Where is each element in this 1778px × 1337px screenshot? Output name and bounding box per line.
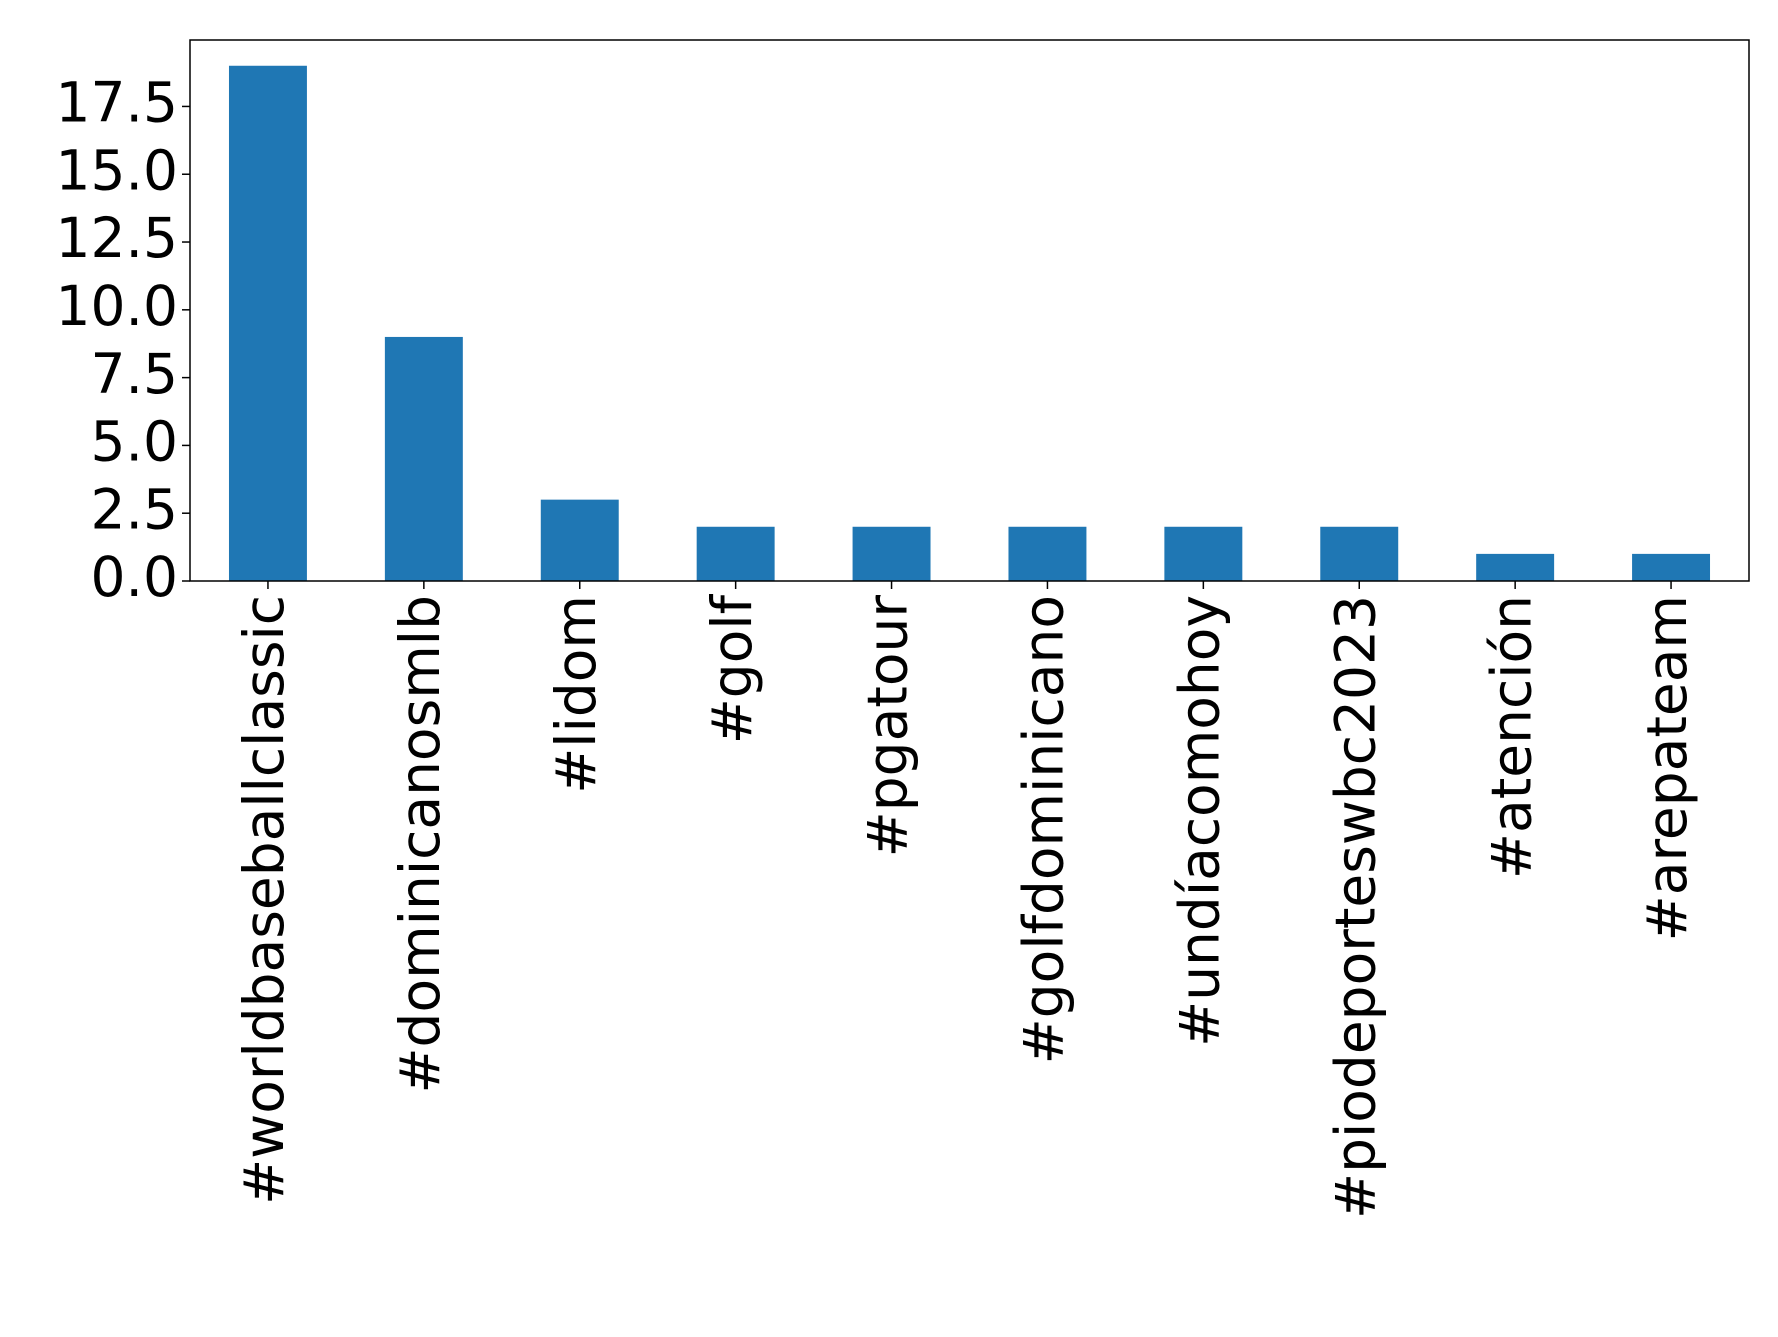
x-tick-label: #golfdominicano bbox=[1012, 595, 1076, 1064]
x-tick-label: #lidom bbox=[544, 595, 608, 794]
bar bbox=[384, 336, 463, 581]
y-tick-label: 2.5 bbox=[91, 477, 178, 541]
x-tick-label: #dominicanosmlb bbox=[388, 595, 452, 1094]
x-tick-label: #undíacomohoy bbox=[1167, 595, 1231, 1047]
bar bbox=[852, 526, 931, 581]
y-tick-label: 17.5 bbox=[56, 71, 178, 135]
x-tick-label: #arepateam bbox=[1635, 595, 1699, 941]
y-tick-label: 5.0 bbox=[91, 410, 178, 474]
y-tick-label: 15.0 bbox=[56, 138, 178, 202]
y-tick-label: 7.5 bbox=[91, 342, 178, 406]
bar bbox=[1476, 553, 1555, 581]
y-tick-label: 10.0 bbox=[56, 274, 178, 338]
x-tick-label: #golf bbox=[700, 593, 764, 744]
x-tick-label: #atención bbox=[1479, 595, 1543, 879]
x-tick-label: #worldbaseballclassic bbox=[232, 595, 296, 1205]
bar bbox=[540, 499, 619, 581]
bar bbox=[696, 526, 775, 581]
x-tick-label: #pgatour bbox=[856, 595, 920, 858]
y-tick-label: 0.0 bbox=[91, 545, 178, 609]
y-tick-label: 12.5 bbox=[56, 206, 178, 270]
x-tick-label: #piodeporteswbc2023 bbox=[1323, 595, 1387, 1219]
plot-frame bbox=[189, 39, 1750, 582]
bar bbox=[228, 65, 307, 581]
bar bbox=[1320, 526, 1399, 581]
bar bbox=[1008, 526, 1087, 581]
bar bbox=[1632, 553, 1711, 581]
bar bbox=[1164, 526, 1243, 581]
